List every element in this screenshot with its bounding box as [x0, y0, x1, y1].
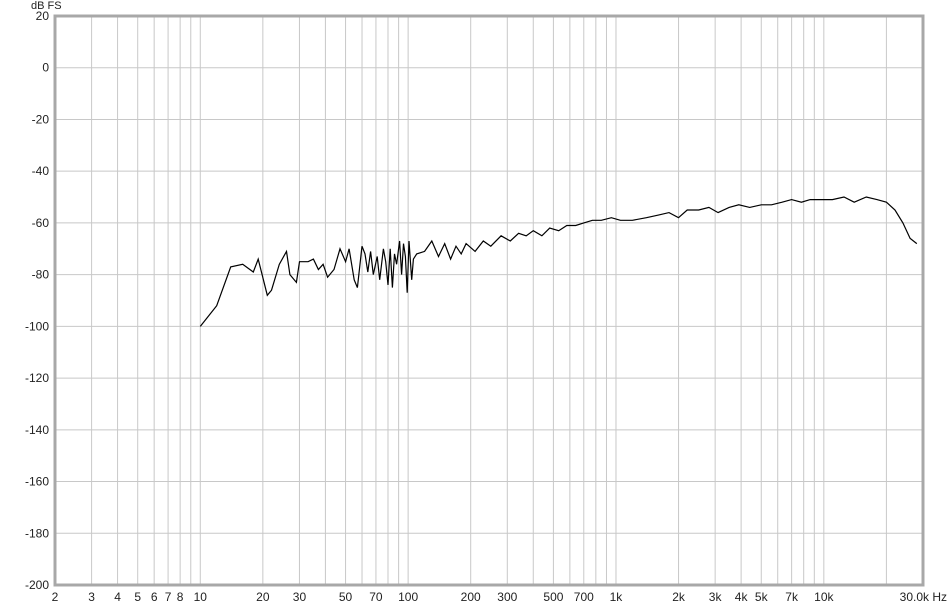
y-tick-label: -120 [25, 371, 49, 385]
x-tick-label: 300 [497, 590, 517, 604]
x-tick-label: 2 [52, 590, 59, 604]
x-tick-label: 2k [672, 590, 686, 604]
x-tick-label: 3 [88, 590, 95, 604]
x-tick-label: 1k [610, 590, 624, 604]
y-tick-label: -180 [25, 526, 49, 540]
y-tick-label: 20 [36, 9, 50, 23]
y-tick-label: -60 [32, 216, 50, 230]
y-tick-label: -20 [32, 112, 50, 126]
y-tick-label: -40 [32, 164, 50, 178]
y-tick-label: -200 [25, 578, 49, 592]
y-tick-label: -160 [25, 475, 49, 489]
x-tick-label: 10k [814, 590, 834, 604]
x-tick-label: 8 [177, 590, 184, 604]
data-line [199, 196, 918, 327]
x-tick-label: 4k [735, 590, 749, 604]
y-tick-label: -80 [32, 268, 50, 282]
x-tick-label: 4 [114, 590, 121, 604]
x-tick-label: 5 [134, 590, 141, 604]
x-tick-label: 700 [574, 590, 594, 604]
x-tick-label: 3k [709, 590, 723, 604]
y-tick-label: 0 [42, 61, 49, 75]
x-tick-label: 50 [339, 590, 353, 604]
x-tick-label: 200 [461, 590, 481, 604]
x-tick-label: 30.0k Hz [900, 590, 947, 604]
x-tick-label: 6 [151, 590, 158, 604]
x-tick-label: 5k [755, 590, 769, 604]
x-tick-label: 7k [785, 590, 799, 604]
y-tick-label: -140 [25, 423, 49, 437]
x-tick-label: 20 [256, 590, 270, 604]
y-tick-label: -100 [25, 319, 49, 333]
plot-frame [53, 14, 925, 587]
x-tick-label: 70 [369, 590, 383, 604]
x-tick-label: 30 [293, 590, 307, 604]
y-axis-label: dB FS [31, 0, 62, 12]
x-tick-label: 500 [543, 590, 563, 604]
x-tick-label: 100 [398, 590, 418, 604]
x-tick-label: 7 [165, 590, 172, 604]
x-tick-label: 10 [194, 590, 208, 604]
